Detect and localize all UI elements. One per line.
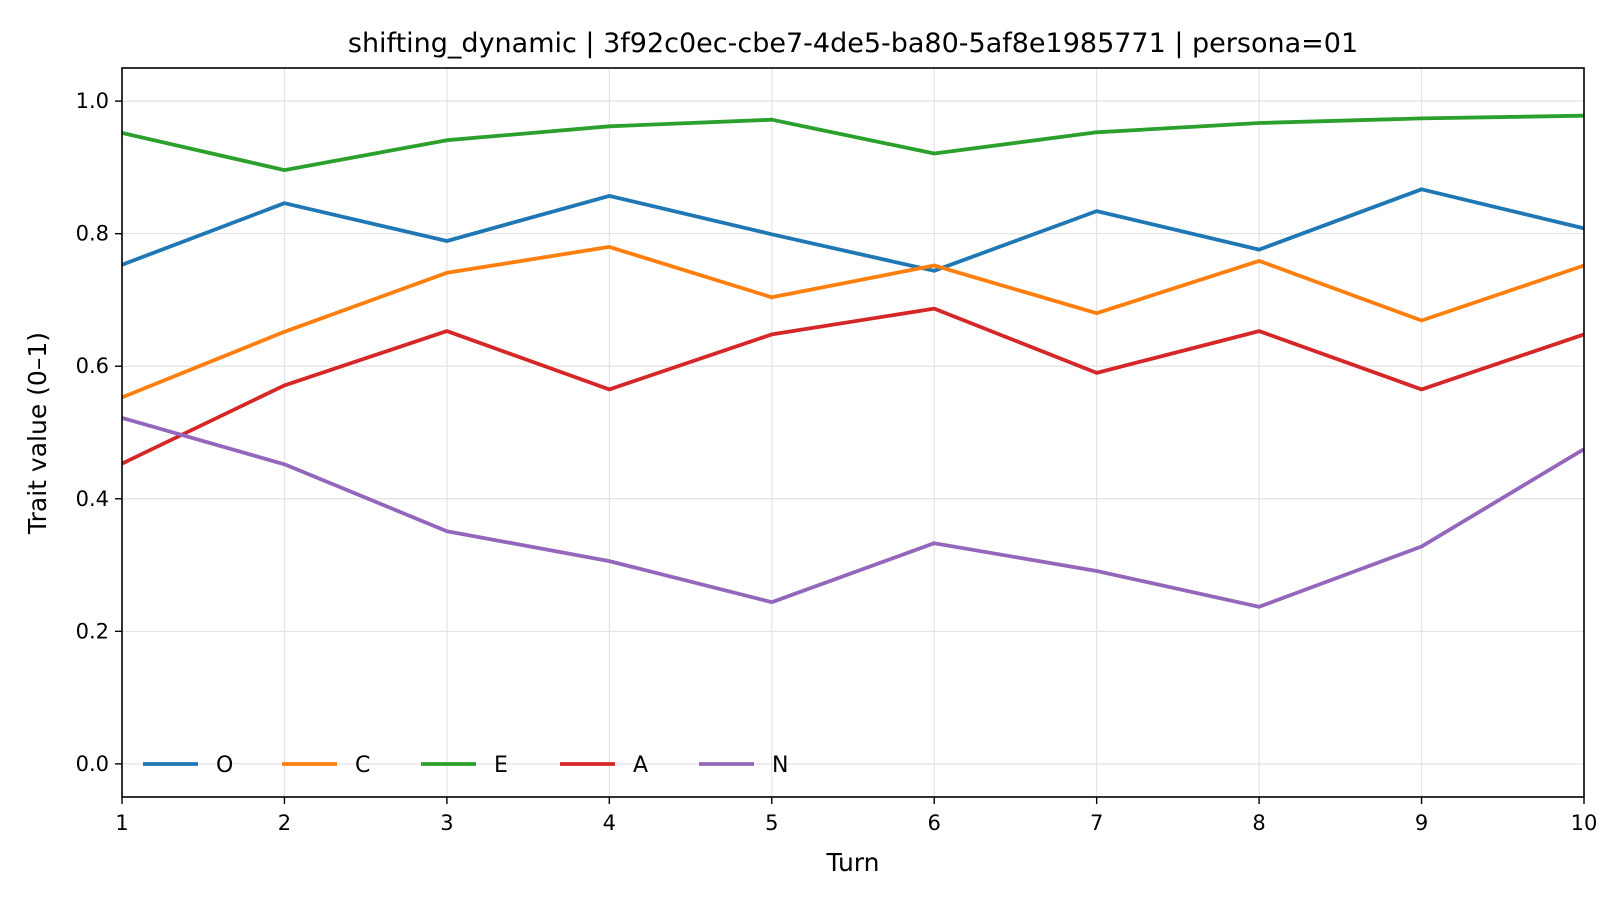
series-lines bbox=[121, 113, 1585, 609]
y-tick-label: 1.0 bbox=[76, 89, 109, 113]
x-axis: 1 2 3 4 5 6 7 8 9 10 bbox=[115, 797, 1597, 835]
legend-label-C: C bbox=[355, 753, 370, 778]
x-tick-label: 3 bbox=[440, 811, 453, 835]
y-axis: 0.0 0.2 0.4 0.6 0.8 1.0 bbox=[76, 89, 122, 776]
x-tick-label: 6 bbox=[928, 811, 941, 835]
legend-label-E: E bbox=[494, 753, 508, 778]
y-axis-title: Trait value (0–1) bbox=[23, 332, 52, 535]
legend-label-O: O bbox=[216, 753, 233, 778]
y-tick-label: 0.0 bbox=[76, 752, 109, 776]
grid-lines bbox=[121, 68, 1585, 797]
y-tick-label: 0.8 bbox=[76, 222, 109, 246]
legend-label-A: A bbox=[633, 753, 648, 778]
y-tick-label: 0.2 bbox=[76, 619, 109, 643]
series-line-N bbox=[121, 416, 1585, 609]
series-line-E bbox=[121, 113, 1585, 173]
chart-title: shifting_dynamic | 3f92c0ec-cbe7-4de5-ba… bbox=[348, 28, 1358, 59]
x-tick-label: 7 bbox=[1090, 811, 1103, 835]
legend-label-N: N bbox=[772, 753, 788, 778]
y-tick-label: 0.6 bbox=[76, 354, 109, 378]
series-line-C bbox=[121, 244, 1585, 400]
x-tick-label: 4 bbox=[603, 811, 616, 835]
x-tick-label: 9 bbox=[1415, 811, 1428, 835]
x-tick-label: 2 bbox=[278, 811, 291, 835]
series-line-A bbox=[121, 306, 1585, 466]
x-tick-label: 10 bbox=[1571, 811, 1598, 835]
series-line-O bbox=[121, 187, 1585, 273]
y-tick-label: 0.4 bbox=[76, 487, 109, 511]
x-tick-label: 8 bbox=[1252, 811, 1265, 835]
x-tick-label: 5 bbox=[765, 811, 778, 835]
x-axis-title: Turn bbox=[825, 848, 879, 877]
plot-frame bbox=[121, 67, 1585, 798]
x-tick-label: 1 bbox=[115, 811, 128, 835]
